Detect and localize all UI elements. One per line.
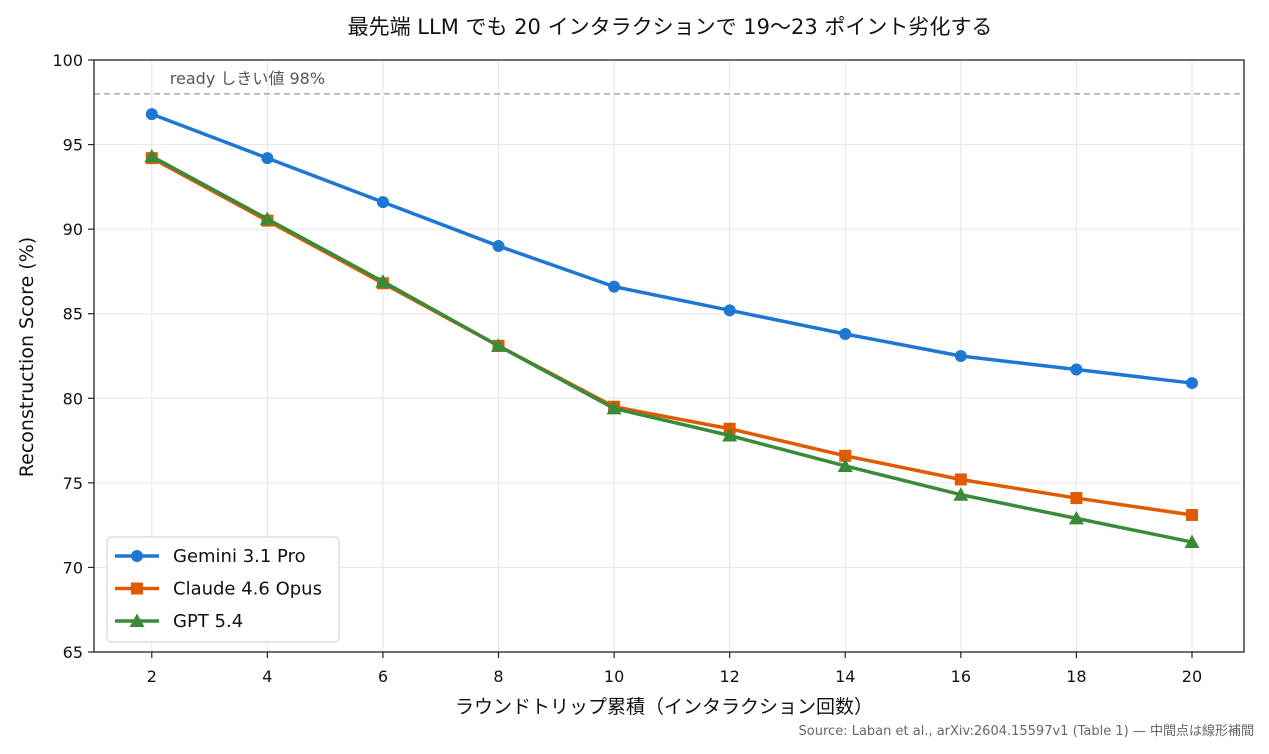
data-point — [608, 280, 621, 293]
legend-box — [106, 536, 340, 643]
data-point — [376, 196, 389, 209]
threshold-group: ready しきい値 98% — [94, 69, 1244, 95]
y-tick-label: 75 — [63, 474, 83, 493]
legend-label: Gemini 3.1 Pro — [173, 546, 306, 567]
x-tick-label: 12 — [719, 667, 739, 686]
data-point — [839, 328, 852, 341]
plot-frame — [93, 59, 1245, 653]
series-line — [150, 156, 1193, 517]
data-point — [491, 338, 507, 352]
series-3 — [144, 148, 1200, 549]
x-tick-label: 8 — [493, 667, 503, 686]
data-point — [1070, 363, 1083, 376]
y-tick-label: 65 — [63, 643, 83, 662]
x-tick-label: 2 — [147, 667, 157, 686]
x-axis-label: ラウンドトリップ累積（インタラクション回数） — [455, 696, 873, 718]
y-tick-label: 85 — [63, 305, 83, 324]
series-1 — [145, 108, 1198, 390]
data-point — [261, 152, 274, 165]
data-point — [839, 449, 852, 462]
chart-title: 最先端 LLM でも 20 インタラクションで 19〜23 ポイント劣化する — [348, 15, 993, 39]
y-axis-label: Reconstruction Score (%) — [16, 237, 38, 477]
series-line — [150, 154, 1193, 544]
data-point — [1185, 377, 1198, 390]
legend: Gemini 3.1 Pro Claude 4.6 Opus GPT 5.4 — [106, 536, 340, 643]
x-tick-label: 20 — [1182, 667, 1202, 686]
legend-marker — [131, 550, 143, 562]
data-point — [723, 304, 736, 317]
legend-label: Claude 4.6 Opus — [173, 579, 322, 600]
series-line — [151, 112, 1193, 385]
data-point — [606, 400, 622, 415]
data-point — [259, 211, 275, 225]
x-tick-label: 14 — [835, 667, 855, 686]
y-tick-label: 90 — [63, 220, 83, 239]
data-point — [953, 487, 969, 501]
series-2 — [145, 152, 1198, 521]
data-point — [954, 350, 967, 362]
y-tick-label: 80 — [63, 389, 83, 408]
data-point — [837, 458, 853, 472]
x-tick-label: 16 — [951, 667, 971, 686]
data-point — [722, 427, 738, 442]
legend-marker — [131, 582, 143, 595]
data-point — [954, 473, 967, 486]
legend-item: GPT 5.4 — [115, 611, 243, 632]
legend-marker — [129, 613, 145, 627]
data-point — [1070, 492, 1083, 505]
data-point — [1185, 508, 1198, 521]
data-point — [1184, 534, 1200, 549]
data-point — [145, 108, 158, 121]
y-tick-label: 95 — [63, 136, 83, 155]
legend-label: GPT 5.4 — [173, 611, 243, 632]
x-tick-label: 18 — [1066, 667, 1086, 686]
data-point — [492, 240, 505, 253]
data-point — [144, 148, 160, 163]
x-tick-label: 10 — [604, 667, 624, 686]
ticks: 65 70 75 80 85 90 95 100 2 4 6 8 10 12 14 16 18 20 — [52, 51, 1202, 686]
series-layer — [144, 108, 1200, 549]
threshold-label: ready しきい値 98% — [170, 69, 325, 88]
data-point — [375, 274, 391, 288]
data-point — [1068, 510, 1084, 525]
source-note: Source: Laban et al., arXiv:2604.15597v1… — [799, 723, 1254, 739]
y-tick-label: 70 — [63, 558, 83, 577]
x-tick-label: 4 — [262, 667, 272, 686]
y-tick-label: 100 — [52, 51, 83, 70]
legend-item: Gemini 3.1 Pro — [115, 546, 306, 567]
legend-item: Claude 4.6 Opus — [115, 579, 322, 600]
x-tick-label: 6 — [378, 667, 388, 686]
